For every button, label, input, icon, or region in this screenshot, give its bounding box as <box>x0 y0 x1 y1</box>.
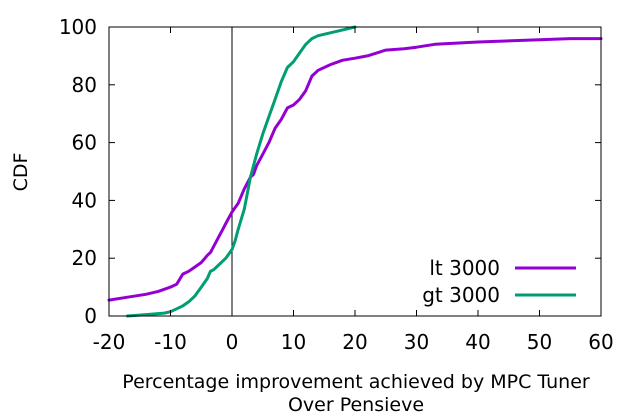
y-axis-label: CDF <box>10 153 32 192</box>
y-tick-label: 60 <box>72 131 97 155</box>
series-line-1 <box>107 37 603 302</box>
legend-label-2: gt 3000 <box>422 283 500 307</box>
x-tick-label: -10 <box>154 330 187 354</box>
tick-layer: -20 -10 0 10 20 30 40 50 60 0 20 40 60 80 100 <box>59 15 614 354</box>
series-line-2 <box>126 25 357 318</box>
series-layer <box>107 25 603 318</box>
x-tick-label: 30 <box>404 330 429 354</box>
x-tick-label: -20 <box>93 330 126 354</box>
legend: lt 3000 gt 3000 <box>422 256 576 307</box>
x-axis-label-line-2: Over Pensieve <box>288 394 424 416</box>
y-tick-label: 20 <box>72 246 97 270</box>
x-tick-label: 50 <box>527 330 552 354</box>
y-tick-label: 0 <box>84 304 97 328</box>
legend-label-1: lt 3000 <box>429 256 500 280</box>
x-tick-label: 60 <box>588 330 613 354</box>
x-tick-label: 40 <box>465 330 490 354</box>
y-tick-label: 40 <box>72 188 97 212</box>
x-tick-label: 10 <box>281 330 306 354</box>
x-axis-label: Percentage improvement achieved by MPC T… <box>122 371 590 393</box>
x-tick-label: 20 <box>342 330 367 354</box>
y-tick-label: 100 <box>59 15 97 39</box>
y-tick-label: 80 <box>72 73 97 97</box>
x-tick-label: 0 <box>226 330 239 354</box>
